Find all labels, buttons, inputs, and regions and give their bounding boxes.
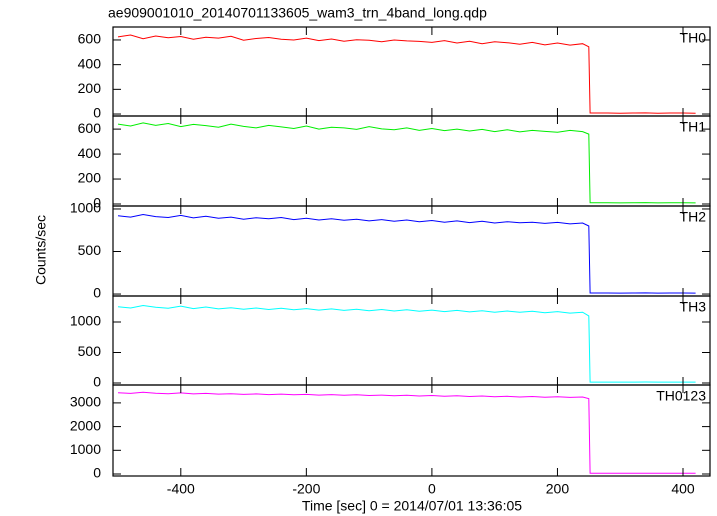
light-curve xyxy=(117,213,696,294)
panel-frame xyxy=(112,205,711,297)
x-tick-label: -400 xyxy=(167,481,195,497)
light-curve xyxy=(117,34,696,114)
light-curve xyxy=(117,122,696,204)
y-tick-label: 0 xyxy=(93,465,101,481)
y-tick-label: 3000 xyxy=(70,394,101,410)
y-tick-label: 600 xyxy=(78,31,102,47)
x-axis-label: Time [sec] 0 = 2014/07/01 13:36:05 xyxy=(302,498,522,514)
y-tick-label: 1000 xyxy=(70,200,101,216)
x-tick-label: -200 xyxy=(292,481,320,497)
x-tick-label: 400 xyxy=(671,481,695,497)
series-label: TH2 xyxy=(680,209,707,225)
series-label: TH0 xyxy=(680,30,707,46)
panel-frame xyxy=(112,384,711,477)
panel-frame xyxy=(112,26,711,117)
y-tick-label: 200 xyxy=(78,80,102,96)
series-label: TH1 xyxy=(680,119,707,135)
series-label: TH3 xyxy=(680,299,707,315)
light-curve xyxy=(117,304,696,383)
y-tick-label: 400 xyxy=(78,145,102,161)
y-tick-label: 500 xyxy=(78,242,102,258)
y-tick-label: 0 xyxy=(93,105,101,121)
y-tick-label: 1000 xyxy=(70,441,101,457)
x-tick-label: 200 xyxy=(546,481,570,497)
x-tick-label: 0 xyxy=(428,481,436,497)
light-curve xyxy=(117,391,696,474)
y-tick-label: 200 xyxy=(78,170,102,186)
chart-title: ae909001010_20140701133605_wam3_trn_4ban… xyxy=(108,5,487,21)
panel-frame xyxy=(112,295,711,386)
y-tick-label: 0 xyxy=(93,195,101,211)
panel-frame xyxy=(112,115,711,207)
y-tick-label: 0 xyxy=(93,374,101,390)
y-tick-label: 500 xyxy=(78,343,102,359)
series-label: TH0123 xyxy=(656,388,706,404)
y-tick-label: 1000 xyxy=(70,313,101,329)
y-tick-label: 600 xyxy=(78,120,102,136)
y-tick-label: 0 xyxy=(93,285,101,301)
y-tick-label: 400 xyxy=(78,55,102,71)
y-tick-label: 2000 xyxy=(70,417,101,433)
y-axis-label: Counts/sec xyxy=(33,215,49,285)
